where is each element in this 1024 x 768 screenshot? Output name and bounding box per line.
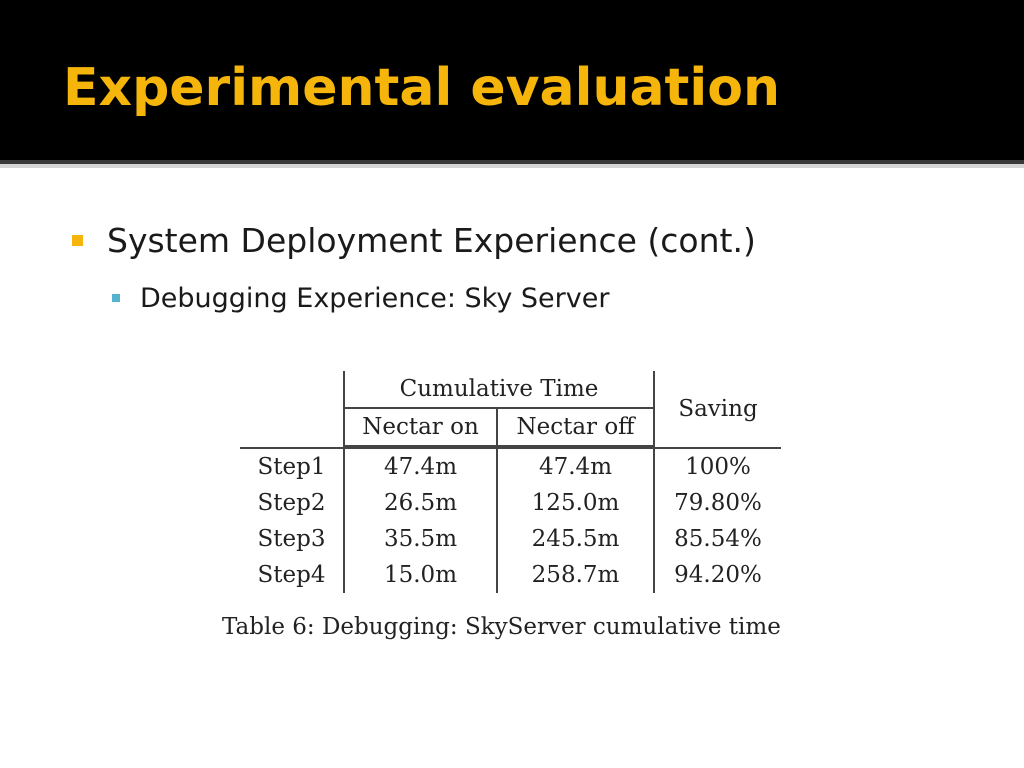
- table-subheader-nectar-on: Nectar on: [344, 407, 498, 447]
- bullet-level2: Debugging Experience: Sky Server: [112, 278, 609, 318]
- table-cell-step: Step3: [240, 521, 345, 557]
- table-row: Step1 47.4m 47.4m 100%: [240, 448, 781, 485]
- table-cell-nectar-on: 15.0m: [344, 557, 498, 593]
- slide-title: Experimental evaluation: [63, 58, 780, 118]
- table-cell-saving: 85.54%: [674, 526, 762, 552]
- bullet-level1: System Deployment Experience (cont.): [72, 214, 756, 266]
- table-cell-saving: 79.80%: [674, 490, 762, 516]
- table-cell-nectar-on: 47.4m: [344, 448, 498, 485]
- table-cell-saving: 94.20%: [674, 562, 762, 588]
- table-cell-nectar-off: 245.5m: [497, 521, 655, 557]
- title-divider: [0, 160, 1024, 164]
- results-table: Cumulative Time Saving Nectar on Nectar …: [240, 371, 781, 593]
- table-cell-nectar-on: 35.5m: [344, 521, 498, 557]
- table-row: Step3 35.5m 245.5m 85.54%: [240, 521, 781, 557]
- results-table-container: Cumulative Time Saving Nectar on Nectar …: [240, 371, 781, 593]
- bullet-level2-text: Debugging Experience: Sky Server: [140, 282, 610, 314]
- table-cell-nectar-off: 125.0m: [497, 485, 655, 521]
- table-header-saving: Saving: [678, 395, 758, 422]
- table-cell-saving: 100%: [685, 454, 751, 480]
- square-bullet-icon: [112, 294, 120, 302]
- title-divider-shadow: [0, 164, 1024, 168]
- table-cell-nectar-off: 258.7m: [497, 557, 655, 593]
- table-subheader-nectar-off: Nectar off: [497, 407, 655, 447]
- table-cell-step: Step2: [240, 485, 345, 521]
- table-caption: Table 6: Debugging: SkyServer cumulative…: [222, 614, 781, 640]
- table-header-row: Cumulative Time Saving: [240, 371, 781, 446]
- table-row: Step4 15.0m 258.7m 94.20%: [240, 557, 781, 593]
- square-bullet-icon: [72, 234, 83, 246]
- table-row: Step2 26.5m 125.0m 79.80%: [240, 485, 781, 521]
- table-cell-nectar-on: 26.5m: [344, 485, 498, 521]
- table-cell-step: Step1: [240, 448, 345, 485]
- table-header-cumulative-time: Cumulative Time: [344, 371, 655, 408]
- bullet-level1-text: System Deployment Experience (cont.): [107, 220, 756, 260]
- table-cell-nectar-off: 47.4m: [497, 448, 655, 485]
- table-header-empty: [240, 371, 345, 446]
- table-subheader-row: Nectar on Nectar off: [240, 407, 781, 447]
- table-cell-step: Step4: [240, 557, 345, 593]
- title-bar: Experimental evaluation: [0, 0, 1024, 160]
